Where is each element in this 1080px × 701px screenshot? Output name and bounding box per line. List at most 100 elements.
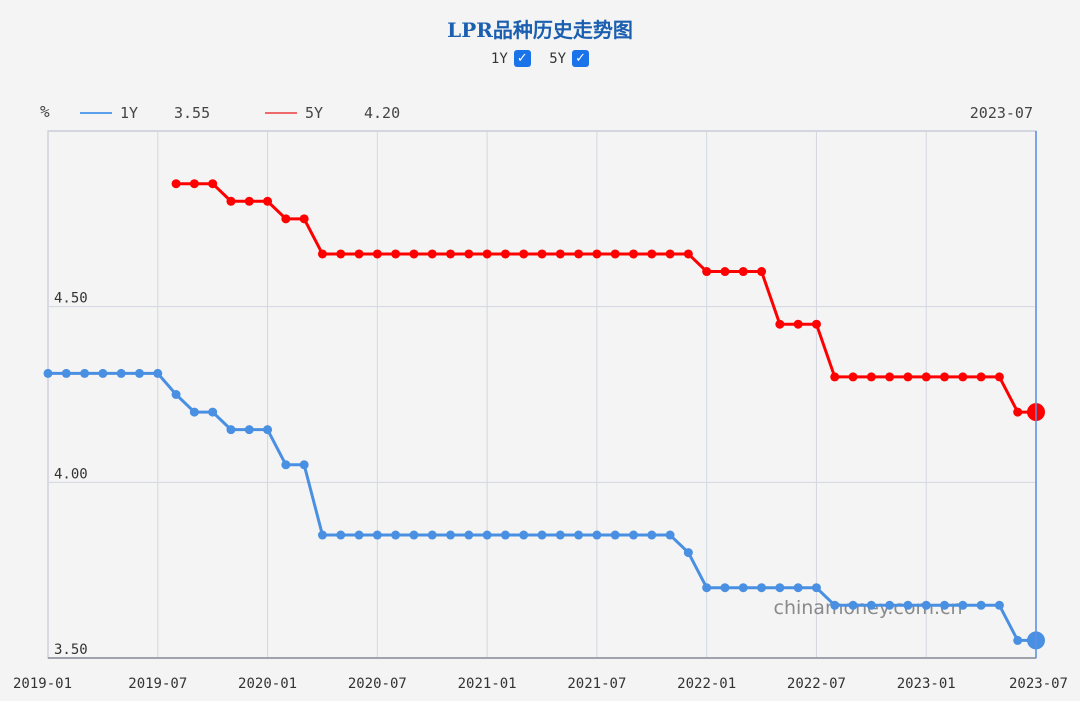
- series-1y-point: [372, 530, 382, 540]
- series-1y-point: [336, 530, 346, 540]
- series-1y-point: [757, 583, 767, 593]
- series-5y-point: [830, 372, 840, 382]
- x-tick-label: 2023-01: [897, 676, 956, 692]
- x-tick-label: 2019-01: [13, 676, 72, 692]
- series-1y-point: [537, 530, 547, 540]
- series-1y-point: [116, 368, 126, 378]
- toggle-5y[interactable]: 5Y ✓: [549, 50, 590, 67]
- chart-axes: 2019-01 2019-07 2020-01 2020-07 2021-01 2021-…: [13, 291, 1068, 692]
- series-5y-point: [446, 249, 456, 259]
- series-1y-point: [134, 368, 144, 378]
- series-1y-point: [263, 425, 273, 435]
- legend-1y-name: 1Y: [120, 104, 138, 122]
- series-5y-point: [866, 372, 876, 382]
- series-1y-point: [940, 600, 950, 610]
- series-1y-point: [171, 390, 181, 399]
- x-tick-label: 2021-01: [458, 676, 517, 692]
- series-1y-point: [738, 583, 748, 593]
- series-5y-point: [683, 249, 693, 259]
- series-1y-point: [208, 407, 218, 417]
- toggle-5y-label: 5Y: [549, 50, 567, 67]
- series-5y-point: [299, 214, 309, 224]
- series-1y-point: [610, 530, 620, 540]
- series-1y-point: [720, 583, 730, 593]
- series-1y-point: [903, 600, 913, 610]
- y-tick-label: 4.00: [54, 466, 88, 482]
- legend-1y-value: 3.55: [174, 104, 210, 122]
- y-unit-label: %: [40, 102, 50, 121]
- x-tick-label: 2022-01: [677, 676, 736, 692]
- series-1y-point: [464, 530, 474, 540]
- series-1y-point: [226, 425, 236, 435]
- series-5y-point: [921, 372, 931, 382]
- series-1y-point: [446, 530, 456, 540]
- series-1y-point: [921, 600, 931, 610]
- series-1y-point: [317, 530, 327, 540]
- chart-grid: [47, 130, 1037, 659]
- series-5y-point: [885, 372, 895, 382]
- series-5y-point: [793, 319, 803, 329]
- series-5y-point: [811, 319, 821, 329]
- x-tick-label: 2020-07: [348, 676, 407, 692]
- series-5y-point: [702, 267, 712, 277]
- series-1y-point: [848, 600, 858, 610]
- series-5y-point: [1013, 407, 1023, 417]
- series-5y-point: [574, 249, 584, 259]
- series-5y-point: [976, 372, 986, 382]
- series-5y-point: [500, 249, 510, 259]
- series-1y-point: [153, 368, 163, 378]
- series-1y-point: [885, 600, 895, 610]
- series-1y-point: [500, 530, 510, 540]
- series-1y-point: [354, 530, 364, 540]
- series-1y-point: [189, 407, 199, 417]
- series-1y-point: [647, 530, 657, 540]
- series-1y-point: [299, 460, 309, 470]
- series-1y-point: [665, 530, 675, 540]
- series-5y-point: [647, 249, 657, 259]
- series-5y-point: [848, 372, 858, 382]
- series-1y-point: [775, 583, 785, 593]
- hover-date-label: 2023-07: [970, 104, 1033, 122]
- series-5y-point: [482, 249, 492, 259]
- series-1y-point: [811, 583, 821, 593]
- series-1y-point: [958, 600, 968, 610]
- series-1y-point: [555, 530, 565, 540]
- series-5y-point: [354, 249, 364, 259]
- x-tick-label: 2020-01: [238, 676, 297, 692]
- plot-frame: [47, 130, 1037, 659]
- x-tick-label: 2023-07: [1009, 676, 1068, 692]
- series-1y-point: [574, 530, 584, 540]
- toggle-5y-checkbox[interactable]: ✓: [572, 50, 590, 67]
- series-1y-point: [244, 425, 254, 435]
- series-5y-point: [226, 196, 236, 206]
- series-5y-point: [317, 249, 327, 259]
- y-tick-label: 3.50: [54, 642, 88, 658]
- y-tick-label: 4.50: [54, 291, 88, 307]
- series-5y-point: [263, 196, 273, 206]
- series-1y-point: [80, 368, 90, 378]
- toggle-1y[interactable]: 1Y ✓: [491, 50, 531, 67]
- series-5y-point: [244, 196, 254, 206]
- toggle-1y-label: 1Y: [490, 50, 508, 67]
- series-1y-point: [1013, 635, 1023, 645]
- chart-title: LPR品种历史走势图: [447, 18, 633, 42]
- series-1y-point: [592, 530, 602, 540]
- series-1y-point: [519, 530, 529, 540]
- toggle-1y-checkbox[interactable]: ✓: [513, 50, 531, 67]
- series-toggles: 1Y ✓ 5Y ✓: [0, 50, 1080, 67]
- series-5y-point: [427, 249, 437, 259]
- series-5y-point: [372, 249, 382, 259]
- series-1y-point: [994, 600, 1004, 610]
- series-1y-point: [98, 368, 108, 378]
- series-1y-point: [391, 530, 401, 540]
- legend-5y-value: 4.20: [364, 104, 400, 122]
- series-5y-point: [994, 372, 1004, 382]
- legend: 1Y 3.55 5Y 4.20: [80, 104, 400, 122]
- series-1y-point: [702, 583, 712, 593]
- series-5y-point: [464, 249, 474, 259]
- series-1y-point: [628, 530, 638, 540]
- series-1y-point: [427, 530, 437, 540]
- series-5y-point: [592, 249, 602, 259]
- x-tick-label: 2022-07: [787, 676, 846, 692]
